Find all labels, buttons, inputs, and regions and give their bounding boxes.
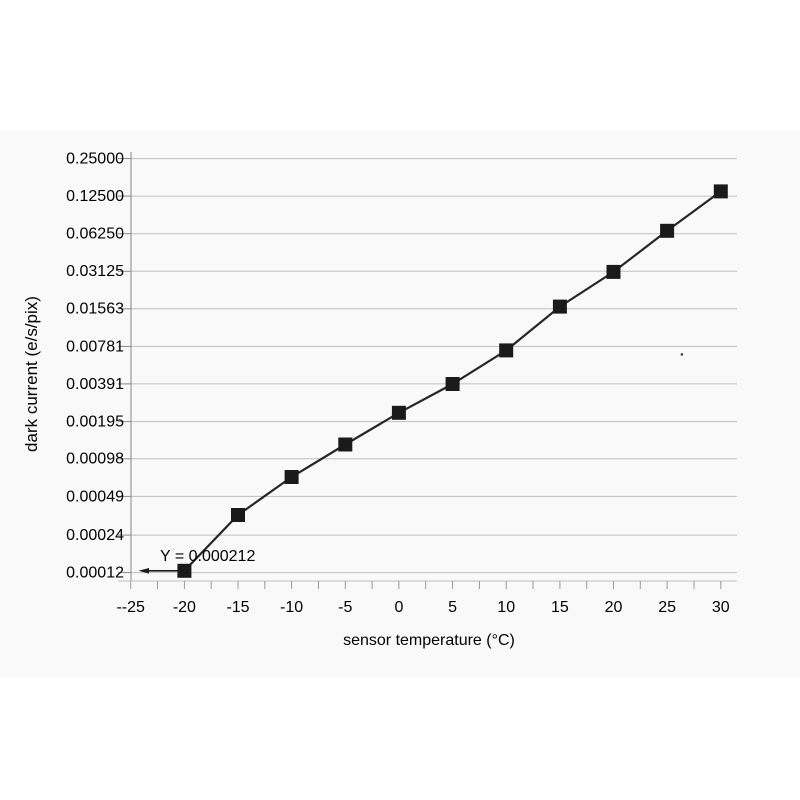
svg-text:-5: -5 (338, 599, 352, 616)
svg-text:0.00098: 0.00098 (66, 451, 124, 468)
svg-text:dark current (e/s/pix): dark current (e/s/pix) (22, 296, 41, 452)
svg-text:0.06250: 0.06250 (66, 226, 124, 243)
svg-text:5: 5 (448, 599, 457, 616)
svg-text:0.03125: 0.03125 (66, 263, 124, 280)
svg-text:0.00195: 0.00195 (66, 414, 124, 431)
svg-text:sensor temperature (°C): sensor temperature (°C) (343, 632, 515, 649)
svg-text:10: 10 (497, 599, 515, 616)
svg-text:20: 20 (605, 599, 623, 616)
svg-text:--25: --25 (116, 599, 145, 616)
svg-text:30: 30 (712, 599, 730, 616)
svg-text:Y = 0.000212: Y = 0.000212 (160, 548, 255, 565)
svg-text:25: 25 (658, 599, 676, 616)
svg-text:0.12500: 0.12500 (66, 188, 124, 205)
svg-text:0.01563: 0.01563 (66, 301, 124, 318)
svg-text:0.00049: 0.00049 (66, 488, 124, 505)
svg-text:0.00024: 0.00024 (66, 527, 124, 544)
svg-text:15: 15 (551, 599, 569, 616)
svg-text:0: 0 (394, 599, 403, 616)
svg-text:-20: -20 (173, 599, 196, 616)
svg-text:-10: -10 (280, 599, 303, 616)
svg-text:-15: -15 (226, 599, 249, 616)
svg-text:0.00391: 0.00391 (66, 376, 124, 393)
svg-text:0.25000: 0.25000 (66, 151, 124, 168)
svg-text:0.00012: 0.00012 (66, 565, 124, 582)
svg-text:0.00781: 0.00781 (66, 338, 124, 355)
